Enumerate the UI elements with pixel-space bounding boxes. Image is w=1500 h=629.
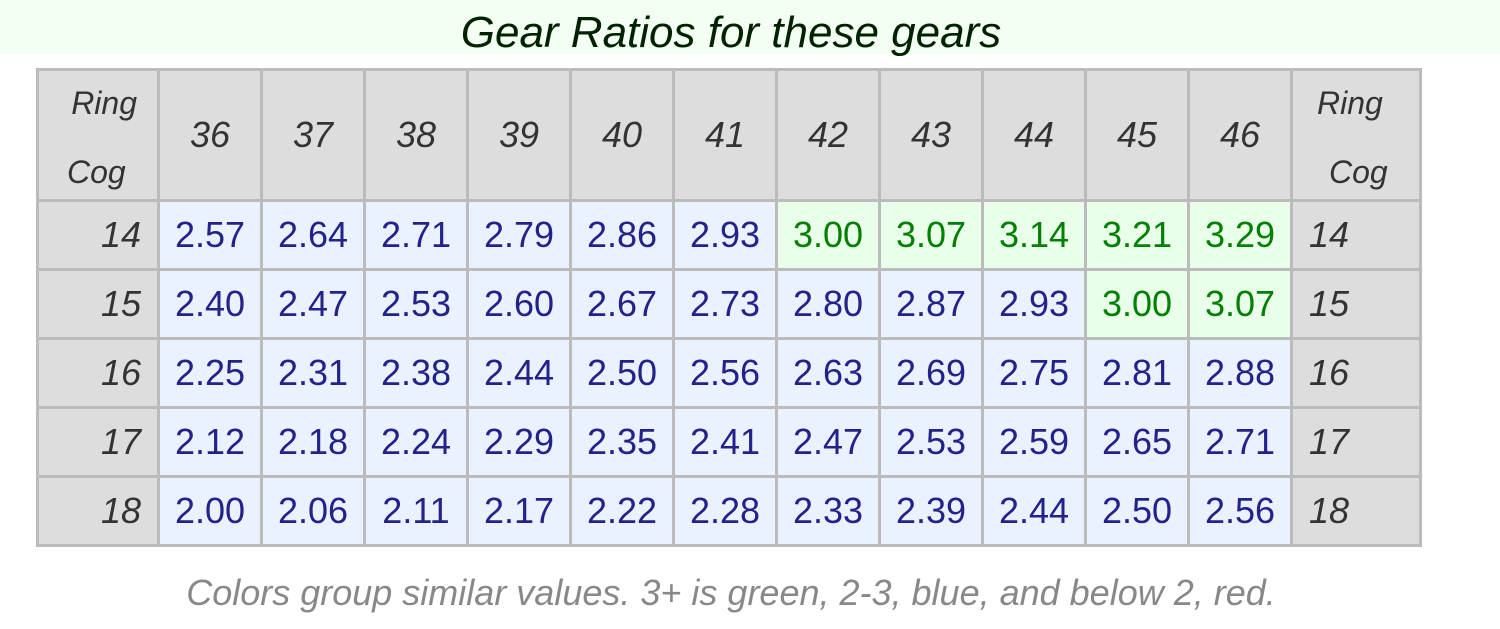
ratio-cell: 2.00	[157, 475, 263, 547]
ratio-cell: 2.18	[260, 406, 366, 478]
gear-ratio-table: Ring Cog 36 37 38 39 40 41 42 43 44 45 46 Ring Cog 1…	[36, 68, 1422, 547]
ratio-cell: 2.65	[1084, 406, 1190, 478]
ratio-cell: 2.71	[363, 199, 469, 271]
ratio-cell: 2.64	[260, 199, 366, 271]
ratio-cell: 2.39	[878, 475, 984, 547]
ratio-cell: 2.35	[569, 406, 675, 478]
ratio-cell: 2.50	[569, 337, 675, 409]
ratio-cell: 2.59	[981, 406, 1087, 478]
ratio-cell: 2.44	[466, 337, 572, 409]
ratio-cell: 2.87	[878, 268, 984, 340]
ratio-cell: 2.93	[672, 199, 778, 271]
ratio-cell: 2.75	[981, 337, 1087, 409]
caption: Colors group similar values. 3+ is green…	[186, 572, 1276, 613]
ratio-cell: 2.67	[569, 268, 675, 340]
cog-header: 16	[36, 337, 160, 409]
ring-header: 45	[1084, 68, 1190, 202]
ratio-cell: 2.28	[672, 475, 778, 547]
cog-header: 15	[1290, 268, 1422, 340]
ratio-cell: 2.25	[157, 337, 263, 409]
table-row: 17 2.12 2.18 2.24 2.29 2.35 2.41 2.47 2.53 2.59 2.…	[36, 406, 1422, 478]
table-row: 15 2.40 2.47 2.53 2.60 2.67 2.73 2.80 2.87 2.93 3.…	[36, 268, 1422, 340]
cog-header: 17	[36, 406, 160, 478]
ring-header: 46	[1187, 68, 1293, 202]
ratio-cell: 3.00	[1084, 268, 1190, 340]
ratio-cell: 3.07	[878, 199, 984, 271]
ratio-cell: 2.73	[672, 268, 778, 340]
table-row: 18 2.00 2.06 2.11 2.17 2.22 2.28 2.33 2.39 2.44 2.…	[36, 475, 1422, 547]
title-band	[0, 0, 1500, 54]
table-row: 16 2.25 2.31 2.38 2.44 2.50 2.56 2.63 2.69 2.75 2.…	[36, 337, 1422, 409]
page-title: Gear Ratios for these gears	[460, 8, 1002, 57]
cog-header: 14	[1290, 199, 1422, 271]
ratio-cell: 2.88	[1187, 337, 1293, 409]
header-row: Ring Cog 36 37 38 39 40 41 42 43 44 45 46 Ring Cog	[36, 68, 1422, 202]
ratio-cell: 2.12	[157, 406, 263, 478]
table-row: 14 2.57 2.64 2.71 2.79 2.86 2.93 3.00 3.07 3.14 3.…	[36, 199, 1422, 271]
ratio-cell: 2.56	[1187, 475, 1293, 547]
ring-header: 38	[363, 68, 469, 202]
cog-header: 16	[1290, 337, 1422, 409]
ratio-cell: 2.38	[363, 337, 469, 409]
ratio-cell: 2.40	[157, 268, 263, 340]
ratio-cell: 2.56	[672, 337, 778, 409]
corner-header-right: Ring Cog	[1290, 68, 1422, 202]
ring-header: 37	[260, 68, 366, 202]
ring-header: 44	[981, 68, 1087, 202]
cog-header: 18	[1290, 475, 1422, 547]
ratio-cell: 3.07	[1187, 268, 1293, 340]
ring-label: Ring	[71, 85, 137, 121]
ratio-cell: 2.86	[569, 199, 675, 271]
ratio-cell: 2.53	[878, 406, 984, 478]
ratio-cell: 2.44	[981, 475, 1087, 547]
ratio-cell: 2.29	[466, 406, 572, 478]
ring-header: 43	[878, 68, 984, 202]
ratio-cell: 2.24	[363, 406, 469, 478]
ratio-cell: 3.29	[1187, 199, 1293, 271]
ratio-cell: 2.47	[775, 406, 881, 478]
corner-header-left: Ring Cog	[36, 68, 160, 202]
ratio-cell: 2.17	[466, 475, 572, 547]
cog-label: Cog	[1329, 154, 1388, 190]
ratio-cell: 2.79	[466, 199, 572, 271]
cog-header: 15	[36, 268, 160, 340]
ratio-cell: 2.69	[878, 337, 984, 409]
ratio-cell: 2.53	[363, 268, 469, 340]
ratio-cell: 2.81	[1084, 337, 1190, 409]
ratio-cell: 2.31	[260, 337, 366, 409]
ring-header: 36	[157, 68, 263, 202]
ratio-cell: 2.22	[569, 475, 675, 547]
ratio-cell: 3.14	[981, 199, 1087, 271]
ratio-cell: 3.21	[1084, 199, 1190, 271]
ratio-cell: 2.80	[775, 268, 881, 340]
ring-label: Ring	[1317, 85, 1383, 121]
ring-header: 39	[466, 68, 572, 202]
ratio-cell: 2.50	[1084, 475, 1190, 547]
ratio-cell: 2.60	[466, 268, 572, 340]
cog-header: 14	[36, 199, 160, 271]
ring-header: 42	[775, 68, 881, 202]
cog-header: 17	[1290, 406, 1422, 478]
ratio-cell: 2.11	[363, 475, 469, 547]
cog-label: Cog	[67, 154, 126, 190]
ratio-cell: 2.41	[672, 406, 778, 478]
cog-header: 18	[36, 475, 160, 547]
ratio-cell: 2.93	[981, 268, 1087, 340]
ring-header: 41	[672, 68, 778, 202]
ratio-cell: 2.63	[775, 337, 881, 409]
ring-header: 40	[569, 68, 675, 202]
ratio-cell: 2.33	[775, 475, 881, 547]
ratio-cell: 2.71	[1187, 406, 1293, 478]
ratio-cell: 2.57	[157, 199, 263, 271]
ratio-cell: 3.00	[775, 199, 881, 271]
ratio-cell: 2.06	[260, 475, 366, 547]
ratio-cell: 2.47	[260, 268, 366, 340]
